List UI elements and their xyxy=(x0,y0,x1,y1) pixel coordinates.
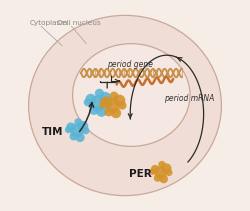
Circle shape xyxy=(78,121,88,131)
Text: Cytoplasm: Cytoplasm xyxy=(30,20,68,26)
Circle shape xyxy=(65,126,71,133)
Circle shape xyxy=(118,101,126,110)
Circle shape xyxy=(95,89,104,98)
Circle shape xyxy=(66,122,76,132)
Circle shape xyxy=(96,106,107,117)
Circle shape xyxy=(84,98,92,106)
Circle shape xyxy=(154,174,162,182)
Circle shape xyxy=(99,92,112,104)
Circle shape xyxy=(166,169,172,176)
Circle shape xyxy=(111,108,121,118)
Circle shape xyxy=(154,166,167,179)
Circle shape xyxy=(104,99,113,108)
Circle shape xyxy=(105,98,120,113)
Circle shape xyxy=(82,127,90,134)
Text: PER: PER xyxy=(129,169,152,179)
Circle shape xyxy=(150,169,156,175)
Text: period mRNA: period mRNA xyxy=(164,94,214,103)
Circle shape xyxy=(162,163,172,173)
Circle shape xyxy=(89,105,99,115)
Circle shape xyxy=(104,107,114,116)
Text: TIM: TIM xyxy=(42,127,64,137)
Circle shape xyxy=(90,95,106,111)
Circle shape xyxy=(74,118,82,126)
Circle shape xyxy=(75,133,85,142)
Circle shape xyxy=(158,161,166,168)
Circle shape xyxy=(86,94,96,105)
Circle shape xyxy=(110,92,118,100)
Circle shape xyxy=(101,96,111,107)
Circle shape xyxy=(114,95,125,107)
Ellipse shape xyxy=(72,44,190,146)
Text: Cell nucleus: Cell nucleus xyxy=(57,20,101,26)
Circle shape xyxy=(99,101,107,108)
Ellipse shape xyxy=(28,15,222,196)
Circle shape xyxy=(159,174,168,183)
Circle shape xyxy=(70,124,84,137)
Text: period gene: period gene xyxy=(107,60,153,69)
Circle shape xyxy=(70,132,78,141)
Circle shape xyxy=(151,165,160,174)
